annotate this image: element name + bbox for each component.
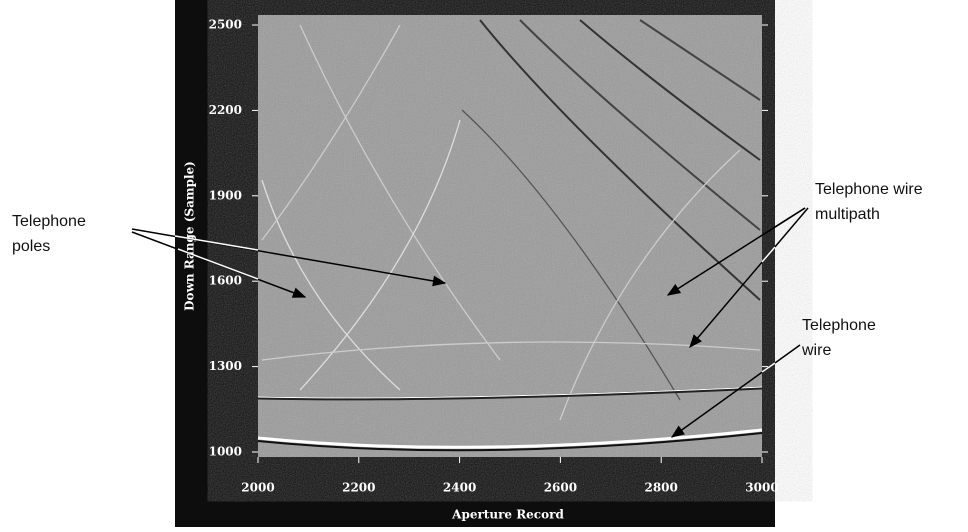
x-axis-label: Aperture Record	[451, 508, 564, 522]
annotation: Telephone	[12, 213, 86, 230]
arrows	[131, 207, 809, 438]
x-tick-label: 2400	[443, 481, 476, 495]
y-tick-label: 2200	[209, 103, 242, 117]
y-tick-label: 2500	[209, 18, 242, 32]
y-tick-label: 1900	[209, 188, 242, 202]
x-tick-label: 3000	[745, 481, 778, 495]
annotation: poles	[12, 238, 50, 255]
annotation: multipath	[815, 206, 880, 223]
x-tick-label: 2800	[644, 481, 677, 495]
radar-image	[257, 15, 763, 457]
y-tick-label: 1000	[209, 445, 242, 459]
y-tick-label: 1300	[209, 359, 242, 373]
x-tick-label: 2200	[342, 481, 375, 495]
y-tick-label: 1600	[209, 274, 242, 288]
annotation: wire	[801, 342, 831, 359]
x-tick-label: 2600	[544, 481, 577, 495]
annotation: Telephone wire	[815, 181, 923, 198]
x-tick-label: 2000	[241, 481, 274, 495]
annotation: Telephone	[802, 317, 876, 334]
y-axis-label: Down Range (Sample)	[183, 161, 197, 311]
